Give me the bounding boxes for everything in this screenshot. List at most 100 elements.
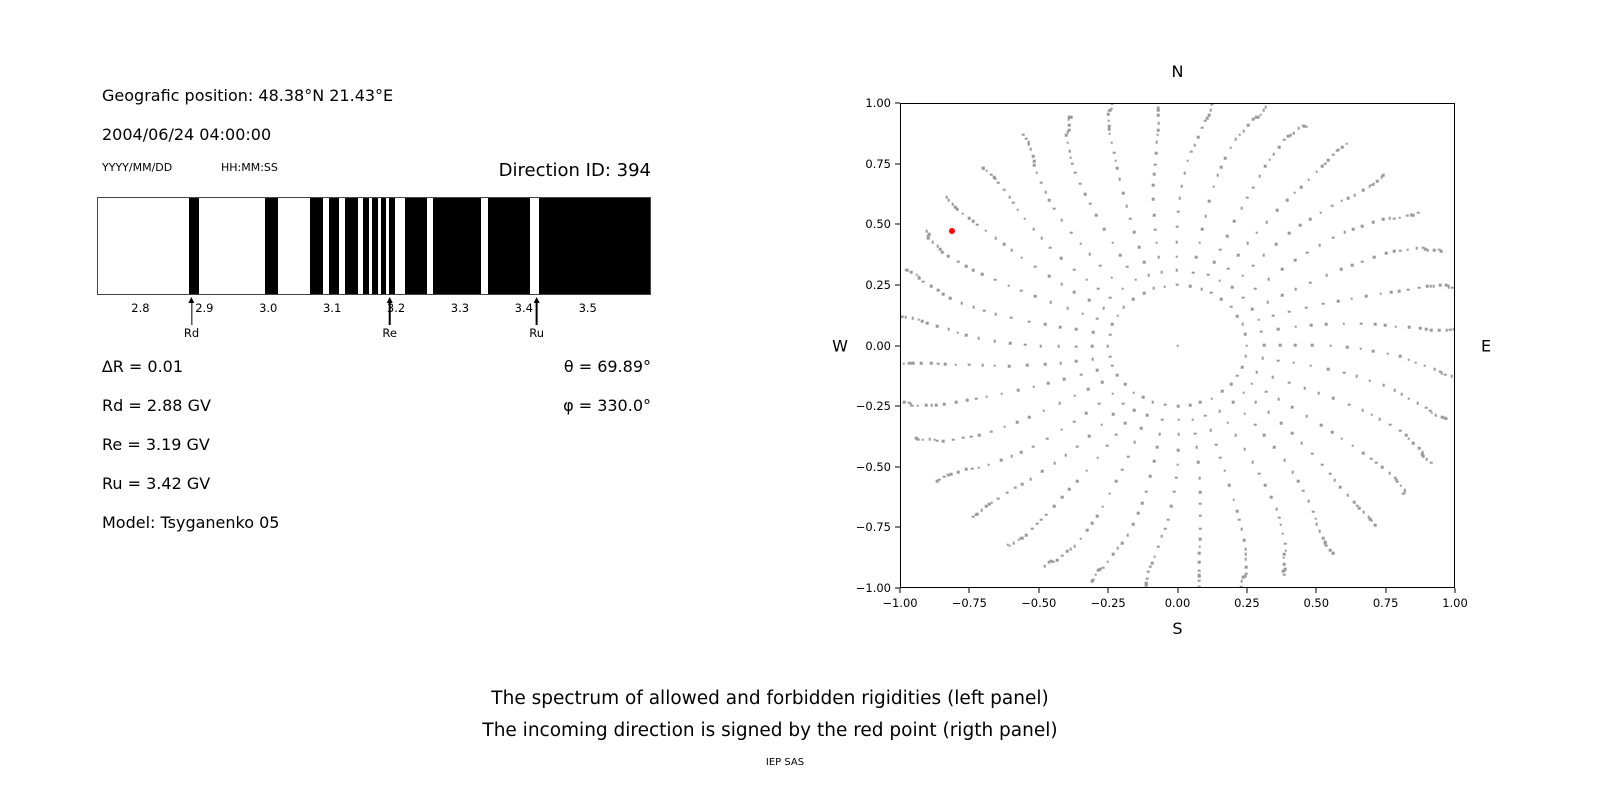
spoke-dot [907,362,911,365]
spoke-dot [1197,460,1200,464]
spoke-dot [1152,286,1156,290]
x-tick-label: −0.50 [1021,596,1057,610]
spoke-dot [1084,412,1088,415]
spoke-dot [1036,522,1039,525]
spoke-dot [1041,470,1044,473]
spoke-dot [1278,516,1281,519]
y-tick-label: −0.25 [855,399,891,414]
spoke-dot [1443,417,1447,420]
spoke-dot [1242,129,1246,133]
spoke-dot [961,212,965,215]
spoke-dot [1000,392,1003,395]
spoke-dot [1046,437,1049,440]
spoke-dot [1050,559,1053,563]
spoke-dot [937,362,940,365]
spoke-dot [1254,115,1258,119]
spoke-dot [956,331,959,334]
spoke-dot [1416,211,1420,214]
spoke-dot [1264,390,1268,393]
spoke-dot [1085,469,1088,472]
spoke-dot [1417,286,1421,289]
spoke-dot [1183,172,1186,175]
spoke-dot [1307,178,1310,182]
spoke-dot [1012,541,1015,545]
spoke-dot [1039,518,1043,522]
spoke-dot [902,400,906,404]
spoke-dot [925,229,929,233]
spoke-dot [1329,344,1332,348]
spoke-dot [1047,198,1051,202]
spoke-dot [1310,343,1314,347]
spoke-dot [1305,251,1309,255]
spoke-dot [1095,515,1099,518]
spoke-dot [1428,409,1432,413]
spoke-dot [1107,127,1111,131]
spoke-dot [1445,328,1449,332]
y-tick-label: 1.00 [865,96,891,110]
spoke-dot [1374,461,1378,464]
spoke-dot [1288,381,1291,385]
spoke-dot [1002,188,1006,192]
y-tick-mark [895,163,900,165]
spoke-dot [1258,174,1261,178]
spoke-dot [1358,506,1361,510]
spoke-dot [916,404,920,408]
spoke-dot [1160,270,1163,274]
model-name-text: Model: Tsyganenko 05 [102,513,280,532]
spoke-dot [919,362,923,365]
spoke-dot [1243,574,1247,578]
delta-r-value: ∆R = 0.01 [102,357,184,376]
x-tick-mark [1038,588,1040,593]
spoke-dot [910,270,913,274]
spoke-dot [1266,300,1270,304]
spoke-dot [1350,263,1354,267]
x-tick-mark [1315,588,1317,593]
spoke-dot [1108,132,1112,136]
spoke-dot [1375,179,1379,183]
spectrum-black-band [329,198,339,294]
spoke-dot [1025,364,1029,367]
spoke-dot [1112,151,1116,155]
spoke-dot [1208,200,1211,203]
spoke-dot [1046,381,1050,385]
spoke-dot [1218,409,1222,413]
spoke-dot [1401,492,1405,495]
spoke-dot [1152,213,1156,217]
spoke-dot [1067,123,1071,127]
spoke-dot [1277,145,1281,149]
spoke-dot [1070,162,1074,166]
spoke-dot [1240,527,1243,531]
spectrum-black-band [345,198,358,294]
spoke-dot [1008,341,1012,345]
spoke-dot [1251,460,1255,464]
spoke-dot [1272,445,1276,449]
spoke-dot [976,223,979,227]
credit-text: IEP SAS [765,757,805,768]
spoke-dot [1132,391,1135,395]
spoke-dot [969,435,973,439]
spoke-dot [1172,490,1176,493]
spoke-dot [1392,217,1396,221]
spoke-dot [1255,231,1259,235]
spoke-dot [1294,343,1297,347]
spoke-dot [1121,542,1124,545]
spoke-dot [1234,433,1238,437]
spoke-dot [1121,287,1125,290]
spoke-dot [1353,193,1357,197]
re-value: Re = 3.19 GV [102,435,210,454]
spoke-dot [994,236,997,240]
spoke-dot [1078,182,1082,186]
spoke-dot [1058,401,1061,405]
spoke-dot [1079,373,1083,376]
spectrum-x-tick-label: 3.4 [514,301,533,315]
spoke-dot [1066,141,1069,144]
spoke-dot [904,315,907,319]
spoke-dot [1043,323,1047,326]
spoke-dot [961,436,965,440]
spoke-dot [922,280,925,284]
spoke-dot [1398,429,1402,432]
spoke-dot [1175,255,1178,258]
y-tick-mark [895,284,900,286]
spoke-dot [943,362,947,366]
spoke-dot [1254,400,1257,404]
